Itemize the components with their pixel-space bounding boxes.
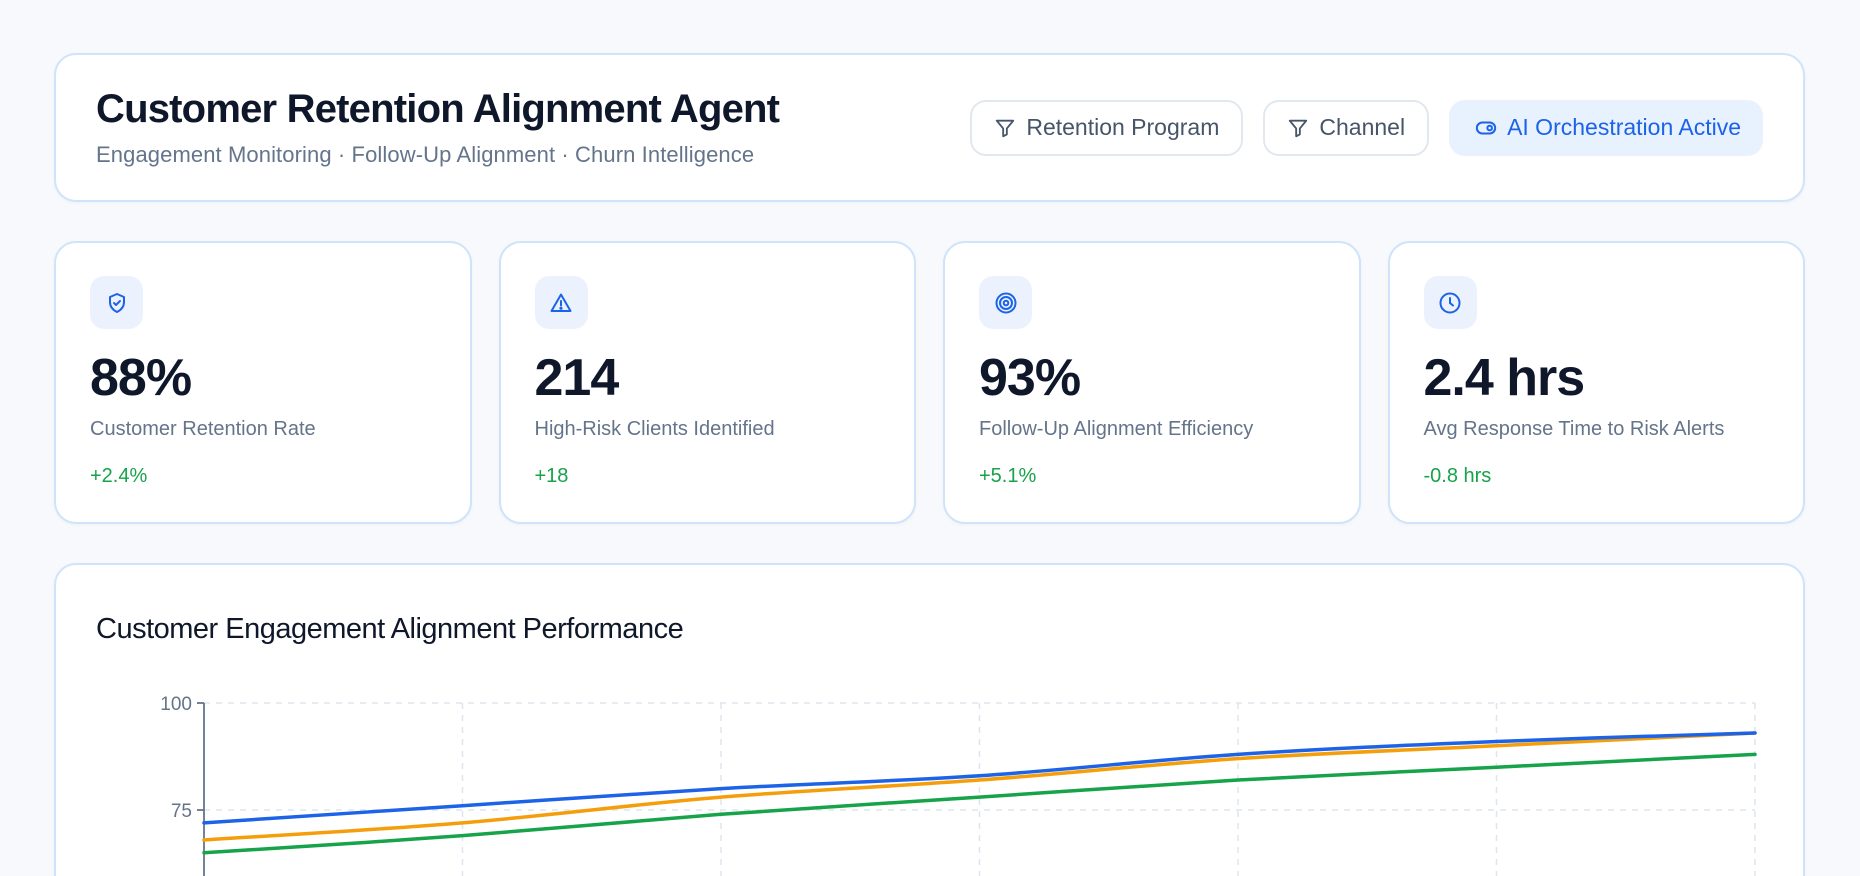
metric-label: Customer Retention Rate	[90, 417, 316, 440]
metric-icon-badge	[534, 276, 588, 329]
metric-card-retention-rate: 88% Customer Retention Rate +2.4%	[54, 241, 472, 524]
metric-icon-badge	[1423, 276, 1477, 329]
alert-triangle-icon	[550, 293, 572, 312]
metric-card-follow-up-efficiency: 93% Follow-Up Alignment Efficiency +5.1%	[943, 241, 1361, 524]
filter-icon	[1289, 119, 1308, 137]
filter-icon	[996, 119, 1015, 137]
metric-label: Follow-Up Alignment Efficiency	[979, 417, 1254, 440]
metric-icon-badge	[979, 276, 1032, 329]
dashboard: Customer Retention Alignment Agent Engag…	[54, 53, 1805, 876]
ai-orchestration-label: AI Orchestration Active	[1507, 114, 1741, 140]
metric-value: 93%	[979, 349, 1081, 407]
metric-delta: +5.1%	[979, 464, 1037, 487]
header-text: Customer Retention Alignment Agent Engag…	[96, 87, 780, 168]
metric-delta: -0.8 hrs	[1423, 464, 1492, 487]
metrics-row: 88% Customer Retention Rate +2.4% 214 Hi…	[54, 241, 1805, 524]
page-subtitle: Engagement Monitoring · Follow-Up Alignm…	[96, 142, 755, 167]
header-card: Customer Retention Alignment Agent Engag…	[54, 53, 1805, 202]
toggle-icon	[1475, 120, 1497, 135]
metric-card-response-time: 2.4 hrs Avg Response Time to Risk Alerts…	[1387, 241, 1805, 524]
header-controls: Retention Program Channel AI Orchestrati…	[970, 99, 1763, 156]
filter-channel-label: Channel	[1319, 114, 1406, 140]
metric-value: 2.4 hrs	[1423, 349, 1586, 407]
clock-icon	[1439, 292, 1461, 313]
shield-check-icon	[108, 292, 125, 313]
metric-value: 214	[534, 349, 620, 407]
metric-value: 88%	[90, 349, 192, 407]
filter-retention-program-label: Retention Program	[1026, 114, 1220, 140]
target-icon	[995, 292, 1016, 313]
metric-label: Avg Response Time to Risk Alerts	[1423, 417, 1725, 440]
metric-card-high-risk-clients: 214 High-Risk Clients Identified +18	[498, 241, 916, 524]
metric-icon-badge	[90, 276, 143, 329]
filter-channel-button[interactable]: Channel	[1263, 99, 1430, 156]
metric-label: High-Risk Clients Identified	[534, 417, 775, 440]
page-title: Customer Retention Alignment Agent	[96, 87, 780, 131]
metric-delta: +2.4%	[90, 464, 148, 487]
filter-retention-program-button[interactable]: Retention Program	[970, 99, 1244, 156]
chart-title: Customer Engagement Alignment Performanc…	[96, 613, 684, 645]
chart-card: Customer Engagement Alignment Performanc…	[54, 563, 1805, 876]
ai-orchestration-toggle[interactable]: AI Orchestration Active	[1449, 99, 1763, 156]
metric-delta: +18	[534, 464, 569, 487]
